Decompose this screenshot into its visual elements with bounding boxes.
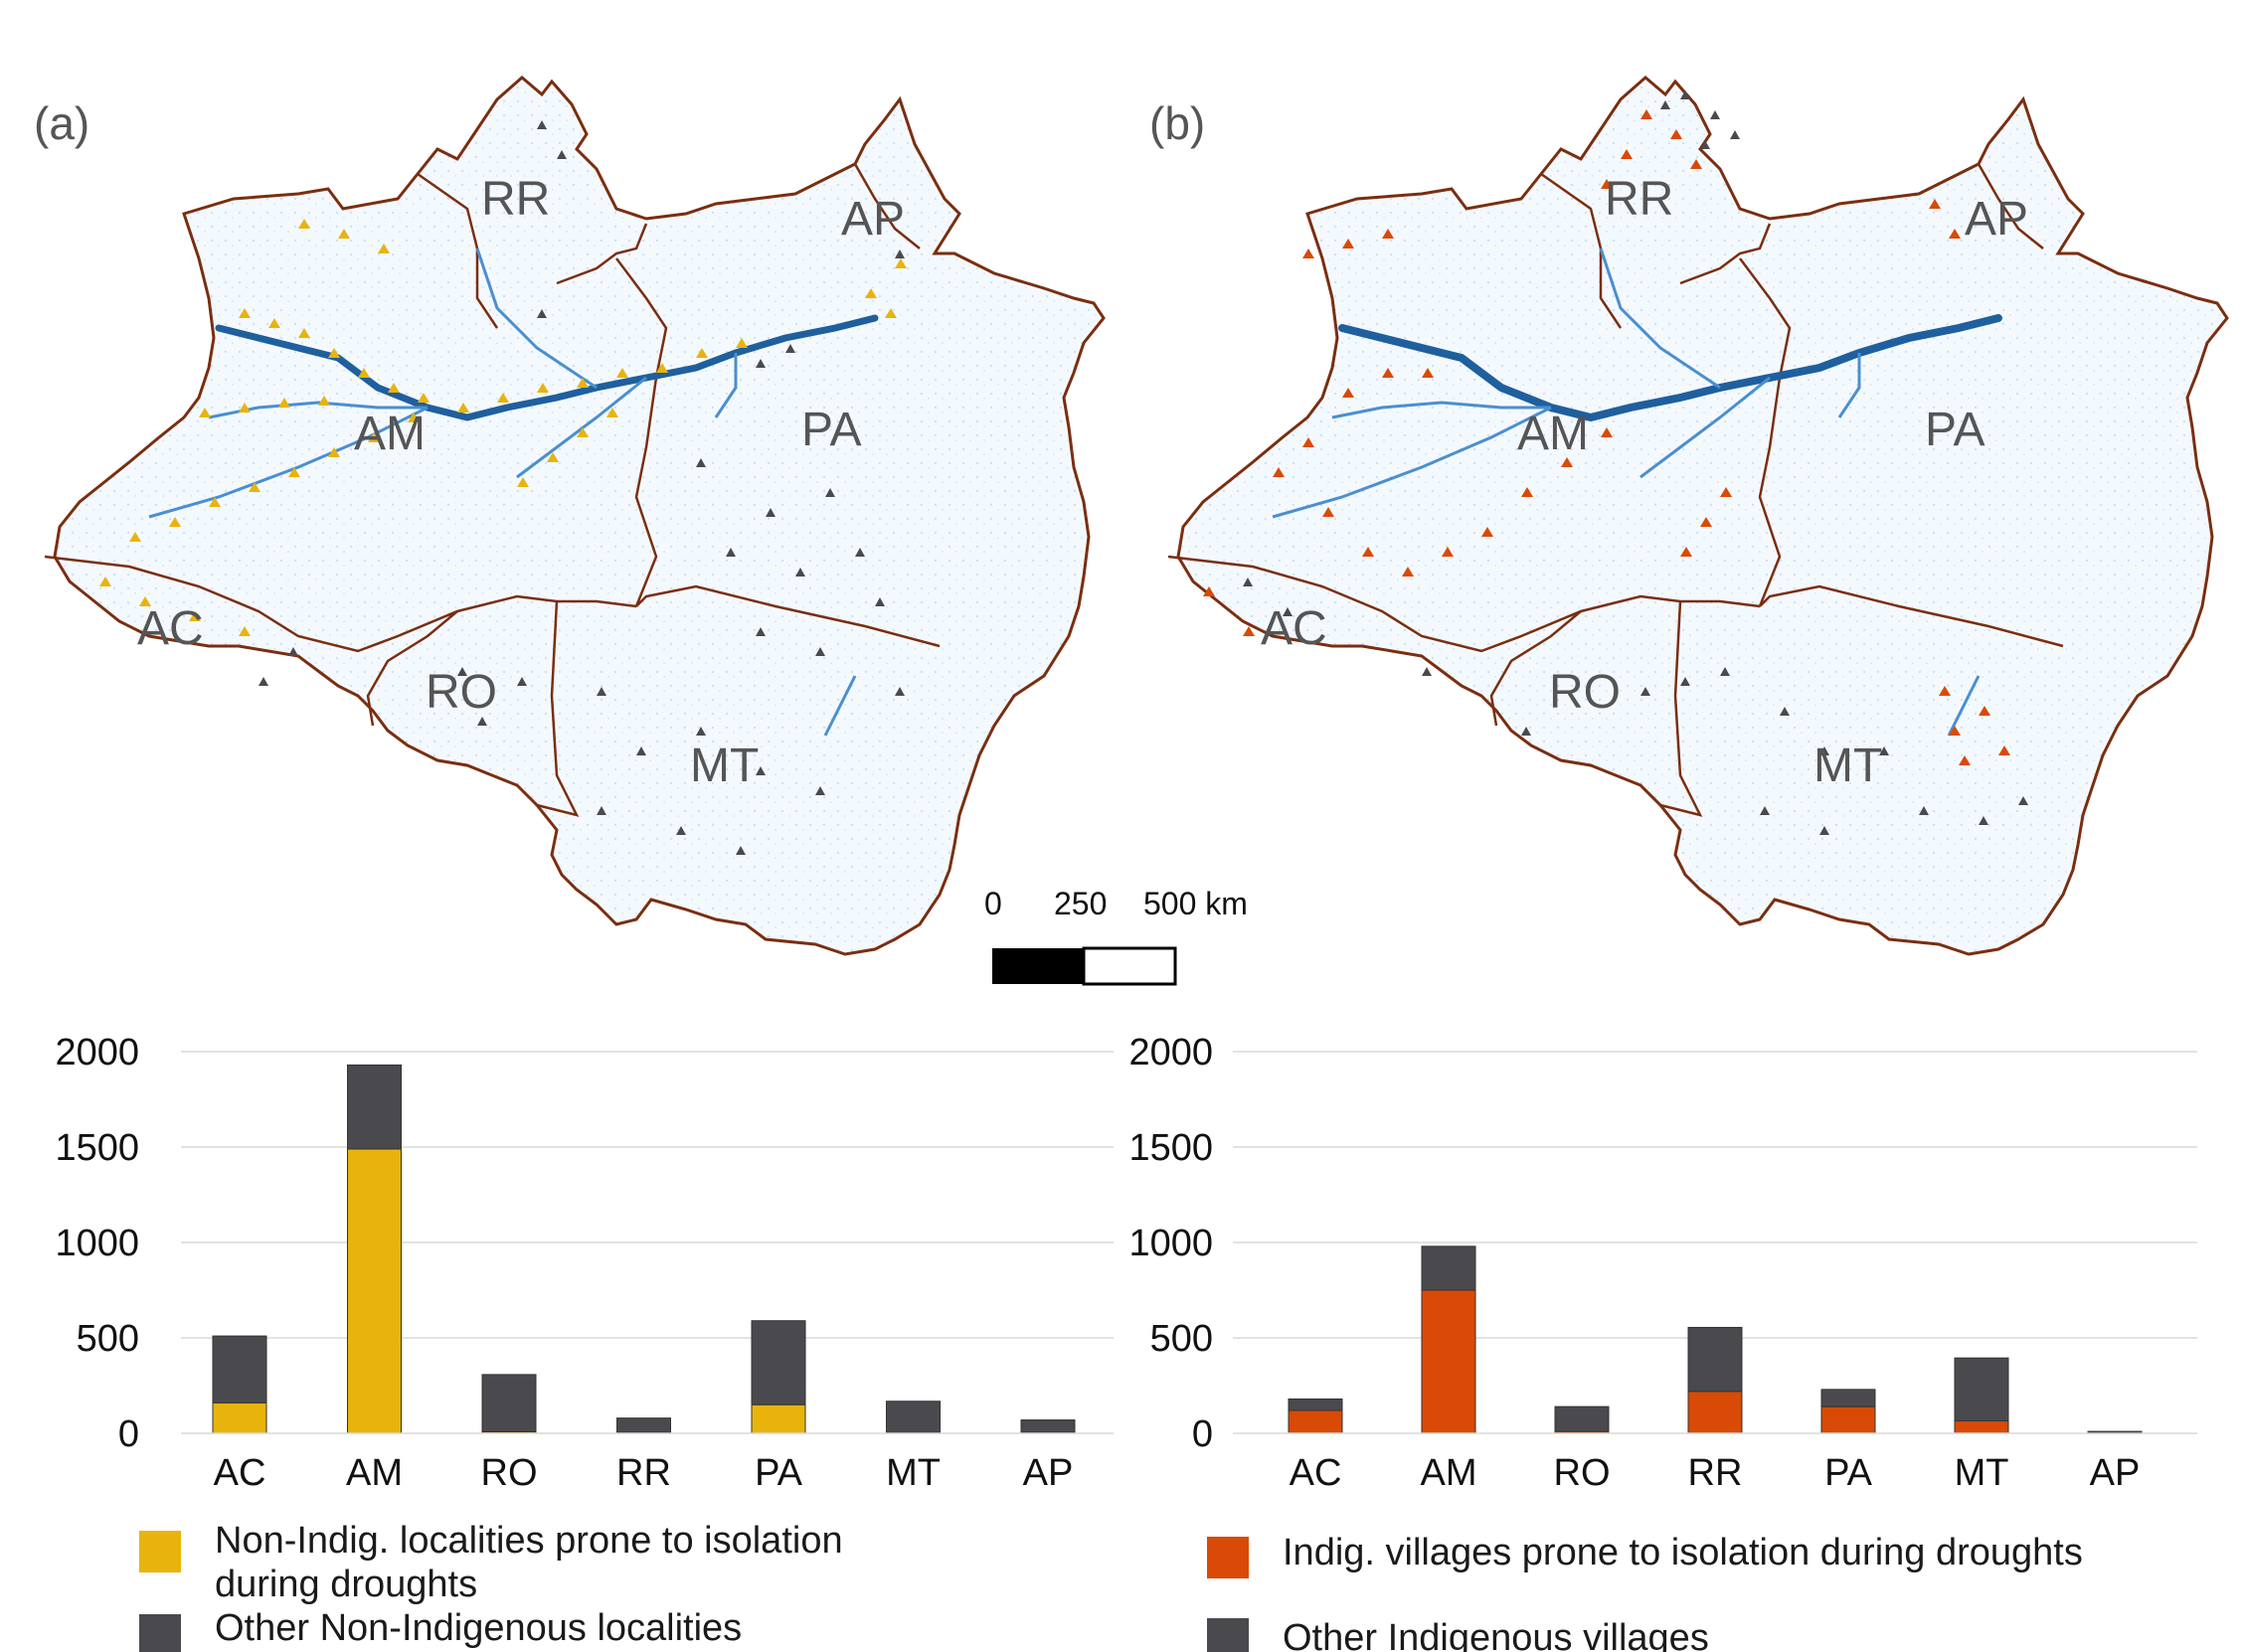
legal-amazon-outline [1176,76,2229,956]
bar-mt-series-0 [1954,1420,2009,1434]
scale-label-0: 0 [984,886,1002,921]
state-label-pa: PA [1925,404,1984,456]
legend-label-isolated-villages: Indig. villages prone to isolation durin… [1283,1532,2083,1573]
bar-chart-left: 0 500 1000 1500 2000 AC AM RO RR PA MT AP [55,1032,1114,1494]
legend-swatch-isolated-localities [139,1531,181,1572]
bar-ro-series-1 [481,1374,537,1432]
tributary-rivers [1272,248,1981,737]
panel-a-label: (a) [34,97,89,149]
bar-ro-series-1 [1554,1405,1610,1432]
state-label-ap: AP [1965,193,2028,246]
bar-mt-series-1 [1954,1357,2009,1422]
map-panel-a: (a) RR AP AM PA AC RO MT [34,76,1106,956]
map-b-basemap [1167,76,2229,956]
amazon-river [1338,314,2002,422]
isolated-villages-points [1203,109,2010,765]
scale-label-250: 250 [1054,886,1107,921]
state-label-pa: PA [801,404,861,456]
map-a-state-labels: RR AP AM PA AC RO MT [137,173,905,792]
legal-amazon-outline [53,76,1106,956]
x-tick-label-rr: RR [616,1452,671,1494]
legend-swatch-other-localities [139,1614,181,1652]
bar-rr-series-1 [1687,1326,1743,1393]
y-tick-label: 1500 [55,1127,139,1169]
legend-label-other-villages: Other Indigenous villages [1283,1617,1709,1652]
y-tick-label: 1000 [55,1223,139,1264]
y-tick-label: 500 [77,1318,139,1360]
bar-pa-series-1 [751,1320,806,1405]
map-b-state-labels: RR AP AM PA AC RO MT [1261,173,2028,792]
x-tick-label-ap: AP [1023,1452,1074,1494]
state-label-rr: RR [1605,173,1673,226]
x-tick-label-ro: RO [1554,1452,1611,1494]
x-tick-label-am: AM [1421,1452,1477,1494]
x-tick-label-pa: PA [755,1452,803,1494]
legend-label-isolated-localities-line1: Non-Indig. localities prone to isolation [215,1520,843,1562]
bar-mt-series-1 [886,1401,941,1433]
map-panel-b: (b) RR AP AM PA AC RO MT [1149,76,2229,956]
scale-segment-empty [1082,946,1177,986]
state-label-rr: RR [481,173,550,226]
y-tick-label: 2000 [1128,1032,1213,1074]
scale-bar: 0 250 500 km [984,886,1248,986]
scale-label-500: 500 km [1143,886,1248,921]
bar-ac-series-1 [1288,1398,1343,1411]
bar-pa-series-1 [1820,1389,1876,1407]
legend-label-other-localities: Other Non-Indigenous localities [215,1607,742,1649]
state-label-ro: RO [426,666,497,719]
state-label-mt: MT [690,740,759,792]
y-tick-label: 0 [1192,1413,1213,1455]
bar-pa-series-0 [751,1404,806,1434]
state-label-ac: AC [137,602,204,655]
legend-swatch-other-villages [1207,1618,1249,1652]
scale-segment-filled [992,948,1084,984]
x-tick-label-mt: MT [1955,1452,2009,1494]
x-tick-label-mt: MT [886,1452,941,1494]
bar-rr-series-0 [1687,1391,1743,1434]
amazon-river [215,314,879,421]
bar-ac-series-0 [1288,1409,1343,1434]
y-tick-label: 0 [118,1413,139,1455]
state-label-ac: AC [1261,602,1327,655]
bar-am-series-1 [347,1064,402,1150]
bar-ac-series-1 [212,1335,267,1404]
bar-chart-right: 0 500 1000 1500 2000 AC AM RO RR PA MT AP [1128,1032,2197,1494]
x-tick-label-ac: AC [214,1452,266,1494]
bar-am-series-1 [1421,1245,1476,1291]
state-label-ap: AP [841,193,905,246]
legend-right: Indig. villages prone to isolation durin… [1207,1532,2083,1652]
legend-left: Non-Indig. localities prone to isolation… [139,1520,843,1652]
state-label-ro: RO [1549,666,1621,719]
x-tick-label-am: AM [346,1452,403,1494]
panel-b-label: (b) [1149,97,1205,149]
x-tick-label-pa: PA [1824,1452,1873,1494]
state-label-mt: MT [1813,740,1882,792]
y-tick-label: 1500 [1128,1127,1213,1169]
x-tick-label-ro: RO [481,1452,538,1494]
x-tick-label-ap: AP [2090,1452,2141,1494]
bar-rr-series-1 [616,1417,671,1433]
bar-pa-series-0 [1820,1405,1876,1434]
bar-am-series-0 [347,1148,402,1434]
bar-ac-series-0 [212,1402,267,1434]
legend-label-isolated-localities-line2: during droughts [215,1564,477,1605]
y-tick-label: 1000 [1128,1223,1213,1264]
bar-am-series-0 [1421,1289,1476,1434]
legend-swatch-isolated-villages [1207,1537,1249,1578]
tributary-rivers [148,248,857,737]
state-label-am: AM [1517,408,1589,460]
bar-ap-series-1 [1020,1419,1076,1433]
state-label-am: AM [354,408,426,460]
x-tick-label-ac: AC [1290,1452,1342,1494]
y-tick-label: 500 [1150,1318,1213,1360]
x-tick-label-rr: RR [1688,1452,1743,1494]
map-a-basemap [44,76,1106,956]
y-tick-label: 2000 [55,1032,139,1074]
